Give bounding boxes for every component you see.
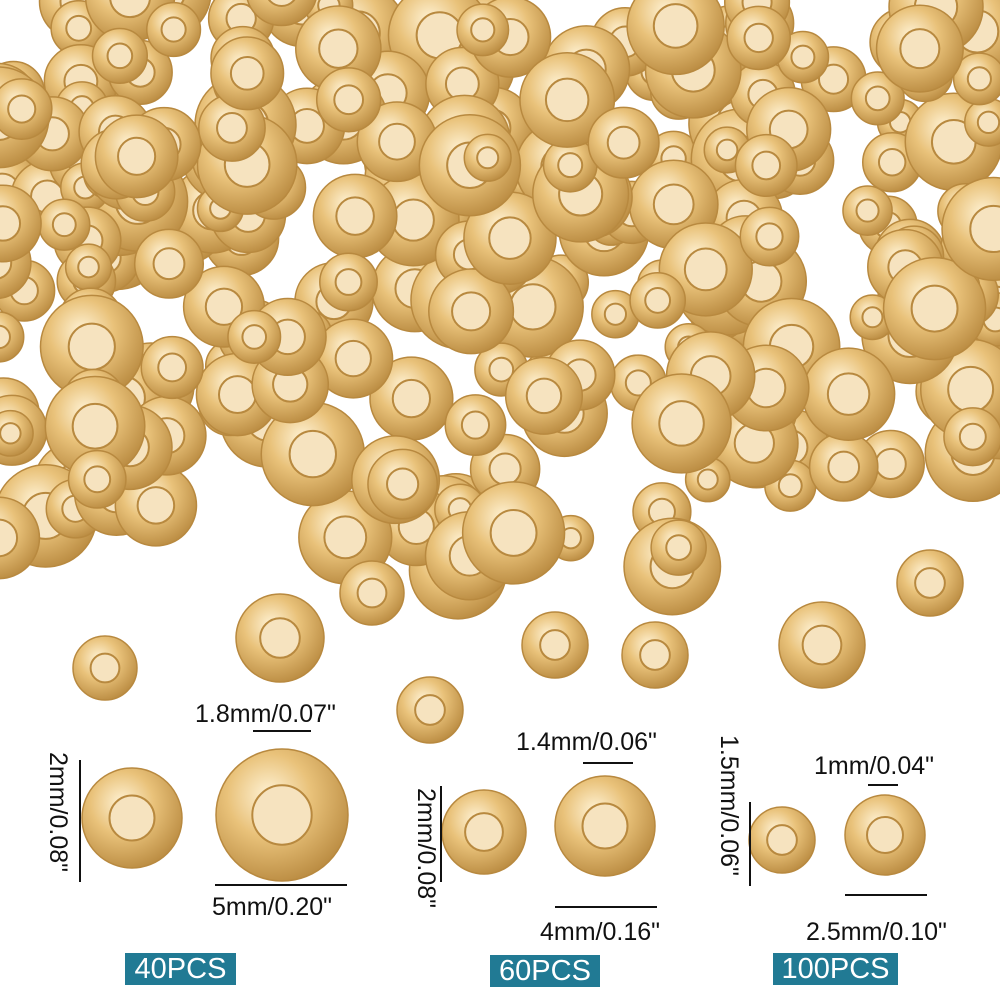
bead	[554, 775, 656, 877]
bead	[0, 78, 53, 140]
set1-count-badge: 40PCS	[125, 953, 236, 985]
bead	[521, 611, 589, 679]
set1-hole-label: 1.8mm/0.07"	[195, 700, 336, 728]
set1-height-line	[79, 760, 81, 882]
bead	[67, 449, 127, 509]
bead	[726, 5, 791, 71]
bead	[38, 198, 91, 251]
bead	[315, 67, 382, 133]
bead	[461, 481, 566, 585]
bead	[0, 409, 34, 457]
bead	[778, 601, 866, 689]
bead	[44, 375, 146, 477]
bead	[246, 0, 317, 27]
set3-diameter-line	[845, 894, 927, 896]
bead	[875, 4, 964, 93]
set3-hole-line	[868, 784, 898, 786]
set2-height-line	[440, 786, 442, 882]
set3-count-badge: 100PCS	[773, 953, 898, 985]
bead	[844, 794, 926, 876]
bead	[850, 71, 905, 126]
bead	[428, 268, 515, 355]
set3-height-line	[749, 802, 751, 886]
set2-diameter-line	[555, 906, 657, 908]
bead	[91, 27, 148, 84]
bead	[319, 252, 378, 312]
set1-height-label: 2mm/0.08"	[44, 752, 72, 873]
set3-hole-label: 1mm/0.04"	[814, 752, 935, 780]
set2-hole-label: 1.4mm/0.06"	[516, 728, 657, 756]
bead	[941, 176, 1000, 282]
bead	[748, 806, 816, 874]
set1-diameter-line	[215, 884, 347, 886]
bead	[235, 593, 325, 683]
bead	[456, 3, 510, 57]
bead	[964, 97, 1000, 147]
bead	[0, 496, 41, 580]
bead	[146, 1, 202, 58]
bead	[882, 256, 987, 361]
bead	[626, 0, 725, 76]
set2-count-badge: 60PCS	[490, 955, 600, 987]
bead	[463, 133, 512, 182]
bead	[587, 106, 660, 179]
bead	[650, 519, 707, 576]
bead	[369, 356, 454, 441]
bead	[396, 676, 464, 744]
set1-diameter-label: 5mm/0.20"	[212, 893, 333, 921]
bead	[444, 394, 507, 457]
set3-height-label: 1.5mm/0.06"	[715, 735, 743, 876]
bead	[94, 114, 179, 199]
bead	[808, 432, 879, 502]
set1-hole-line	[253, 730, 311, 732]
bead	[81, 767, 183, 869]
bead	[463, 191, 557, 285]
bead	[739, 206, 800, 267]
set3-diameter-label: 2.5mm/0.10"	[806, 918, 947, 946]
bead	[260, 401, 366, 507]
bead	[943, 407, 1000, 467]
bead	[313, 318, 394, 399]
set2-hole-line	[583, 762, 633, 764]
bead	[215, 748, 349, 882]
bead	[629, 272, 687, 329]
bead	[64, 243, 113, 291]
set2-diameter-label: 4mm/0.16"	[540, 918, 661, 946]
bead	[367, 448, 439, 520]
bead	[591, 289, 640, 339]
bead	[0, 184, 42, 263]
bead	[896, 549, 964, 617]
bead	[227, 309, 282, 364]
bead	[140, 335, 204, 400]
bead	[312, 173, 398, 259]
bead	[631, 373, 732, 474]
bead	[734, 133, 798, 198]
bead	[72, 635, 138, 701]
bead	[504, 356, 584, 435]
bead	[441, 789, 527, 875]
bead	[339, 560, 405, 626]
bead	[621, 621, 689, 689]
bead	[952, 52, 1000, 106]
bead	[801, 347, 896, 441]
bead	[210, 36, 285, 111]
bead	[842, 185, 893, 236]
bead	[0, 311, 25, 363]
set2-height-label: 2mm/0.08"	[412, 788, 440, 909]
bead	[133, 228, 205, 299]
bead	[519, 51, 616, 148]
bead	[39, 294, 144, 399]
